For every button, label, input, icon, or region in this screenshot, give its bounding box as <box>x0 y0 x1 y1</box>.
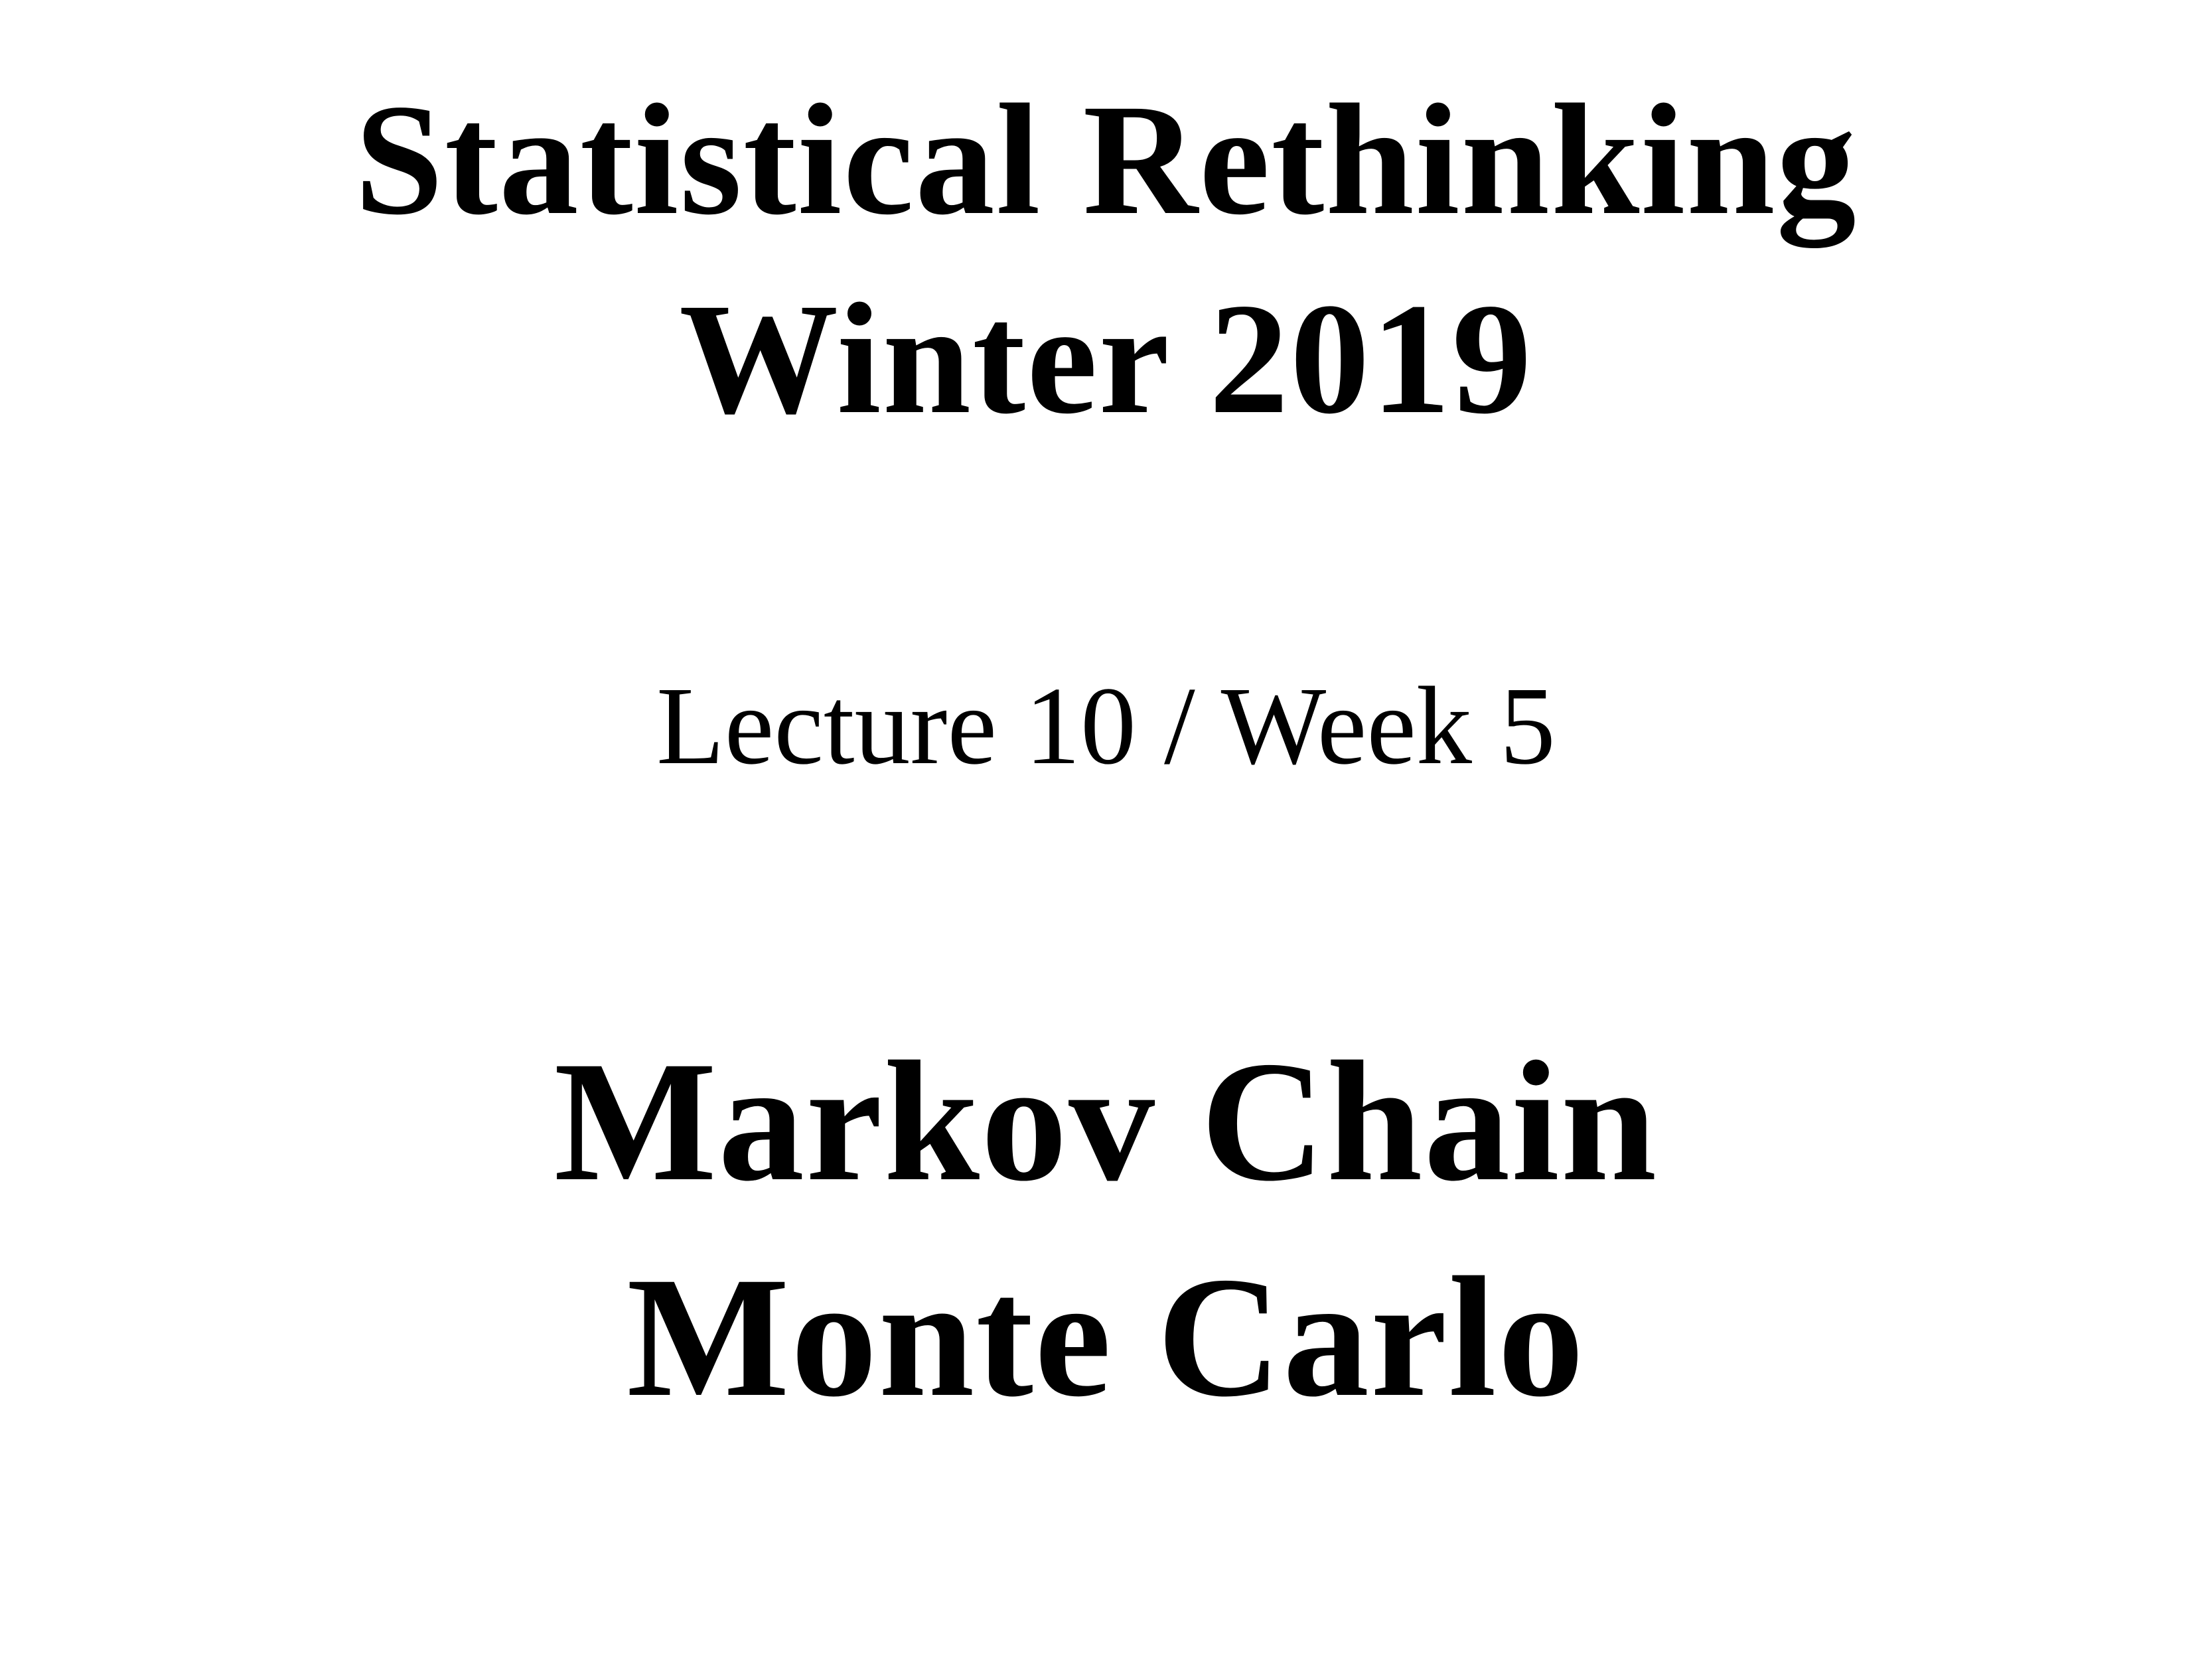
lecture-title-line-2: Monte Carlo <box>627 1242 1585 1433</box>
course-title-line-1: Statistical Rethinking <box>354 71 1858 248</box>
lecture-info: Lecture 10 / Week 5 <box>656 664 1556 788</box>
course-title-line-2: Winter 2019 <box>679 270 1533 447</box>
lecture-title-line-1: Markov Chain <box>553 1026 1659 1217</box>
